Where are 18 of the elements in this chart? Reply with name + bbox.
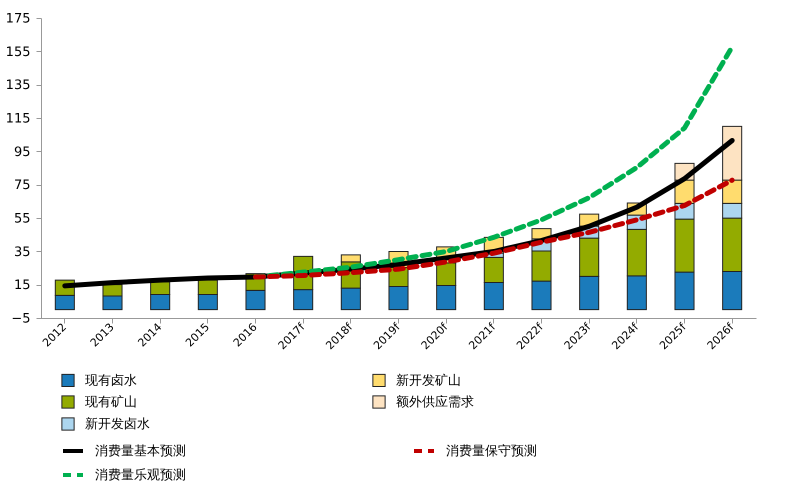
y-tick-label: 15 <box>14 278 30 294</box>
y-tick-label: 155 <box>6 44 30 60</box>
legend-label: 新开发卤水 <box>85 417 150 432</box>
legend-label: 现有矿山 <box>85 395 137 410</box>
y-tick-label: −5 <box>11 312 30 326</box>
legend-label: 额外供应需求 <box>396 394 474 410</box>
y-tick-label: 35 <box>14 244 30 260</box>
y-tick-label: 75 <box>14 178 30 194</box>
y-tick-label: 175 <box>6 12 30 26</box>
legend-label: 新开发矿山 <box>396 373 461 388</box>
legend-label: 消费量保守预测 <box>446 444 537 459</box>
legend-label: 现有卤水 <box>85 373 137 388</box>
y-tick-label: 135 <box>6 78 30 94</box>
y-tick-label: 55 <box>14 212 30 226</box>
y-tick-label: 115 <box>6 112 30 126</box>
y-tick-label: 95 <box>14 144 30 160</box>
legend-label: 消费量基本预测 <box>95 444 186 459</box>
legend-label: 消费量乐观预测 <box>95 468 186 483</box>
